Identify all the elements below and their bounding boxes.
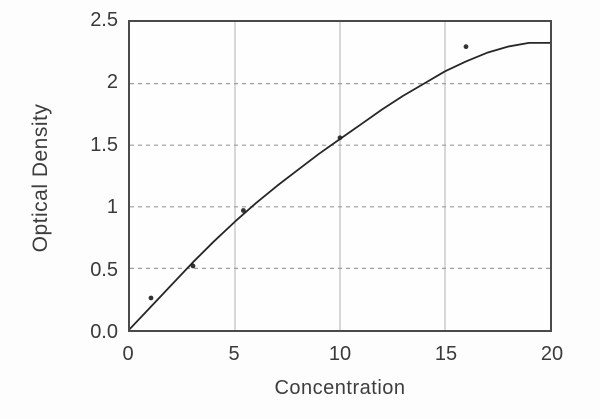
x-axis-title: Concentration (274, 377, 406, 399)
fitted-curve-line (130, 41, 550, 330)
y-axis-title: Optical Density (29, 103, 52, 253)
x-tick-label: 15 (434, 343, 458, 365)
y-tick-label: 2.5 (90, 9, 118, 31)
data-point-marker (148, 295, 154, 301)
data-point-marker (241, 208, 246, 213)
x-tick-label: 0 (122, 343, 134, 365)
x-tick-label: 20 (540, 343, 564, 365)
plot-area (128, 20, 552, 332)
y-tick-label: 0.5 (90, 258, 118, 281)
y-tick-label: 1 (106, 196, 118, 219)
plot-canvas (130, 22, 550, 330)
data-point-marker (463, 44, 469, 50)
y-tick-label: 0.0 (90, 321, 118, 343)
y-tick-label: 1.5 (90, 133, 118, 156)
x-tick-label: 5 (228, 343, 240, 365)
x-tick-label: 10 (328, 343, 352, 365)
y-tick-label: 2 (106, 71, 118, 94)
